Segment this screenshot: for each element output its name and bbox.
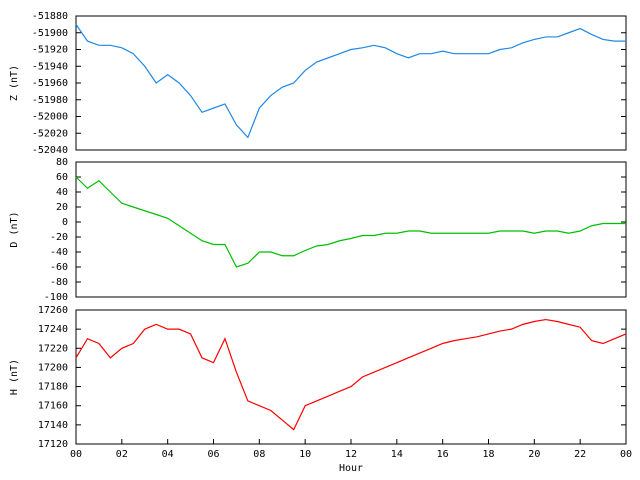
y-tick-label: 80 [56, 157, 68, 168]
y-tick-label: -51960 [32, 78, 68, 89]
x-axis-label: Hour [339, 463, 363, 474]
y-tick-label: -52020 [32, 128, 68, 139]
y-tick-label: -51900 [32, 28, 68, 39]
y-tick-label: 17160 [38, 401, 68, 412]
y-tick-label: 60 [56, 172, 68, 183]
y-tick-label: -51980 [32, 95, 68, 106]
y-axis-label: D (nT) [9, 211, 20, 247]
y-tick-label: 17140 [38, 420, 68, 431]
y-tick-label: 17220 [38, 343, 68, 354]
y-tick-label: 40 [56, 187, 68, 198]
y-tick-label: 0 [62, 217, 68, 228]
y-tick-label: -40 [50, 247, 68, 258]
y-tick-label: 17120 [38, 439, 68, 450]
y-tick-label: -51940 [32, 61, 68, 72]
y-tick-label: -20 [50, 232, 68, 243]
y-tick-label: -80 [50, 277, 68, 288]
plot-frame [75, 161, 627, 298]
y-tick-label: 17260 [38, 305, 68, 316]
x-tick-label: 04 [162, 449, 174, 460]
y-tick-label: 17200 [38, 362, 68, 373]
y-axis-label: H (nT) [9, 359, 20, 395]
x-tick-label: 12 [345, 449, 357, 460]
y-tick-label: -52040 [32, 145, 68, 156]
x-tick-label: 06 [207, 449, 219, 460]
y-tick-label: 17180 [38, 382, 68, 393]
data-line [75, 176, 626, 268]
y-tick-label: 20 [56, 202, 68, 213]
y-axis-label: Z (nT) [9, 65, 20, 101]
plot-frame [75, 15, 627, 151]
y-tick-label: -100 [44, 292, 68, 303]
x-tick-label: 22 [574, 449, 586, 460]
y-tick-label: -60 [50, 262, 68, 273]
x-tick-label: 16 [437, 449, 449, 460]
y-tick-label: -51880 [32, 11, 68, 22]
x-tick-label: 02 [116, 449, 128, 460]
x-tick-label: 00 [70, 449, 82, 460]
data-line [75, 318, 627, 431]
x-tick-label: 20 [528, 449, 540, 460]
y-tick-label: -52000 [32, 112, 68, 123]
x-tick-label: 08 [253, 449, 265, 460]
y-tick-label: 17240 [38, 324, 68, 335]
x-tick-label: 18 [482, 449, 494, 460]
x-tick-label: 14 [391, 449, 403, 460]
y-tick-label: -51920 [32, 45, 68, 56]
data-line [75, 24, 626, 139]
plot-frame [75, 309, 627, 445]
x-tick-label: 00 [620, 449, 632, 460]
x-tick-label: 10 [299, 449, 311, 460]
